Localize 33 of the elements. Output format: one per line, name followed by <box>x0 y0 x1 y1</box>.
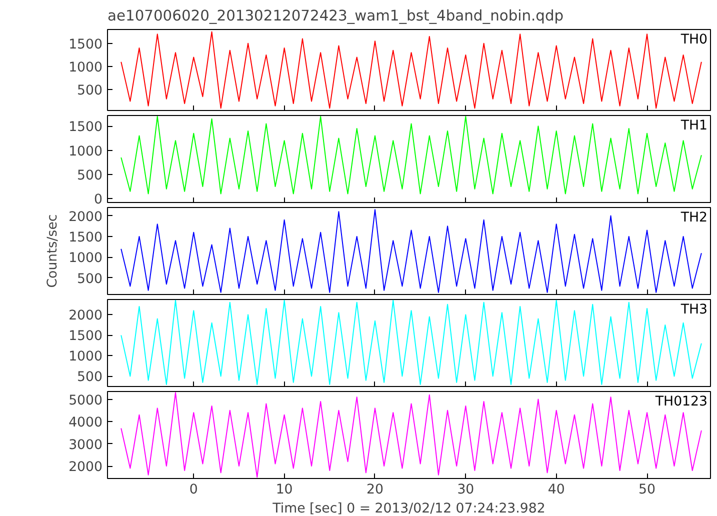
y-tick-label: 2000 <box>68 210 103 225</box>
y-tick-label: 5000 <box>68 393 103 408</box>
y-tick-label: 500 <box>77 370 103 386</box>
y-tick-label: 1500 <box>68 37 103 52</box>
x-axis-title: Time [sec] 0 = 2013/02/12 07:24:23.982 <box>272 502 546 516</box>
y-tick-label: 2000 <box>68 460 103 476</box>
y-tick-label: 0 <box>94 192 103 208</box>
series-label: TH3 <box>680 302 708 318</box>
y-tick-label: 2000 <box>68 308 103 324</box>
y-tick-label: 1500 <box>68 230 103 246</box>
x-tick-label: 50 <box>638 482 656 498</box>
x-tick-label: 0 <box>189 482 198 498</box>
y-tick-label: 500 <box>77 168 103 184</box>
series-label: TH2 <box>680 210 708 226</box>
y-tick-label: 1000 <box>68 350 103 365</box>
y-axis-title: Counts/sec <box>46 214 61 288</box>
series-label: TH0 <box>680 32 708 48</box>
y-tick-label: 1000 <box>68 251 103 266</box>
y-tick-label: 1000 <box>68 60 103 76</box>
x-tick-label: 40 <box>548 482 565 498</box>
x-tick-label: 30 <box>457 482 474 498</box>
y-tick-label: 4000 <box>68 416 103 431</box>
y-tick-label: 1500 <box>68 329 103 344</box>
series-label: TH1 <box>680 118 708 134</box>
y-tick-label: 3000 <box>68 438 103 453</box>
series-label: TH0123 <box>654 394 708 410</box>
y-tick-label: 1500 <box>68 120 103 136</box>
y-tick-label: 1000 <box>68 144 103 160</box>
chart-title: ae107006020_20130212072423_wam1_bst_4band_nobin.qdp <box>108 8 564 24</box>
x-tick-label: 10 <box>276 482 293 498</box>
x-tick-label: 20 <box>366 482 384 498</box>
y-tick-label: 500 <box>77 84 103 99</box>
y-tick-label: 500 <box>77 272 103 287</box>
